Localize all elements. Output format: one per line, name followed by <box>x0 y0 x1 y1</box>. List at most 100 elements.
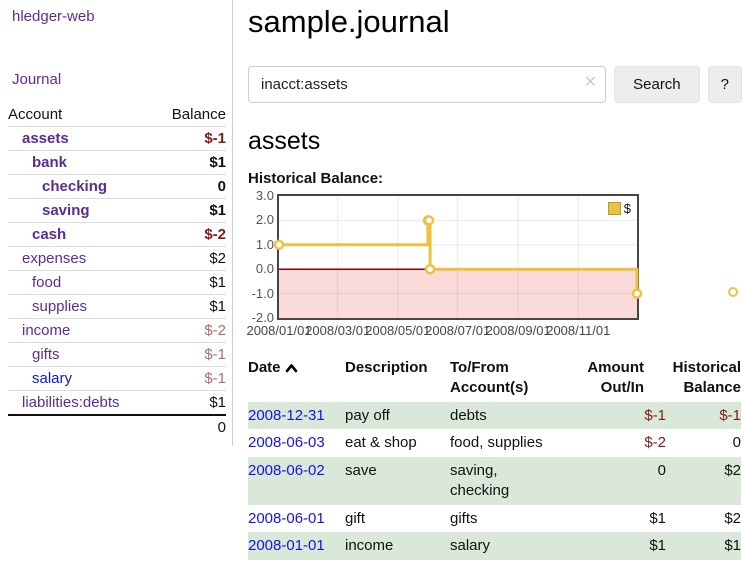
register-header-accounts: To/From Account(s) <box>450 359 529 397</box>
app-title-link[interactable]: hledger-web <box>12 8 95 25</box>
transaction-date-link[interactable]: 2008-12-31 <box>248 406 325 424</box>
account-link-saving[interactable]: saving <box>42 202 90 219</box>
chart-title: Historical Balance: <box>248 170 384 187</box>
x-axis-tick-label: 2008/11/01 <box>546 323 611 338</box>
account-link-supplies[interactable]: supplies <box>32 298 88 315</box>
account-row: income $-2 <box>8 318 226 343</box>
account-heading: assets <box>248 127 321 155</box>
account-balance: $1 <box>209 154 226 171</box>
account-row: gifts $-1 <box>8 342 226 367</box>
transaction-accounts: food, supplies <box>450 434 543 452</box>
account-link-gifts[interactable]: gifts <box>32 346 60 363</box>
account-balance: $-2 <box>204 226 226 243</box>
sidebar: hledger-web Journal Account Balance asse… <box>0 0 233 446</box>
y-axis-tick-label: 0.0 <box>255 261 274 277</box>
transaction-balance: 0 <box>732 434 741 452</box>
transaction-amount: $-2 <box>644 434 666 452</box>
y-axis-tick-label: -1.0 <box>251 285 274 301</box>
chevron-up-icon <box>285 359 298 379</box>
transaction-balance: $2 <box>724 509 741 527</box>
transaction-balance: $-1 <box>719 406 741 424</box>
transaction-amount: $-1 <box>644 406 666 424</box>
account-row: cash $-2 <box>8 222 226 247</box>
register-header-amount: Amount Out/In <box>587 359 644 397</box>
transaction-accounts: gifts <box>450 509 478 527</box>
account-balance: $1 <box>209 394 226 411</box>
transaction-row: 2008-06-02 save saving, checking 0 $2 <box>248 457 741 505</box>
account-row: food $1 <box>8 270 226 295</box>
account-balance: $-1 <box>204 370 226 387</box>
account-link-bank[interactable]: bank <box>32 154 68 171</box>
x-axis-tick-label: 2008/07/01 <box>425 323 491 338</box>
transaction-row: 2008-01-01 income salary $1 $1 <box>248 532 741 561</box>
account-link-income[interactable]: income <box>22 322 71 339</box>
account-link-cash[interactable]: cash <box>32 226 67 243</box>
stray-point-marker <box>728 286 738 297</box>
search-form: ✕ Search ? <box>248 66 742 103</box>
account-link-food[interactable]: food <box>32 274 62 291</box>
sidebar-item-journal[interactable]: Journal <box>12 71 62 88</box>
account-balance: 0 <box>217 178 226 195</box>
x-axis-tick-label: 2008/01/01 <box>246 323 312 338</box>
transaction-row: 2008-12-31 pay off debts $-1 $-1 <box>248 401 741 430</box>
transaction-amount: $1 <box>649 509 666 527</box>
balance-column-header: Balance <box>171 106 226 123</box>
historical-balance-chart: $ 3.0 2.0 1.0 0.0 -1.0 -2.0 2008/01/01 2008/03/… <box>246 188 742 340</box>
chart-plot-area[interactable]: $ <box>273 194 643 320</box>
account-link-checking[interactable]: checking <box>42 178 108 195</box>
accounts-column-header: Account <box>8 106 63 123</box>
account-row: bank $1 <box>8 150 226 175</box>
transaction-accounts: salary <box>450 537 491 555</box>
account-balance: $-1 <box>204 346 226 363</box>
transaction-balance: $2 <box>724 462 741 480</box>
transaction-description: gift <box>345 509 366 527</box>
main-content: sample.journal ✕ Search ? assets Histori… <box>246 0 742 561</box>
account-row: supplies $1 <box>8 294 226 319</box>
transaction-date-link[interactable]: 2008-06-01 <box>248 509 325 527</box>
account-balance: $1 <box>209 202 226 219</box>
transaction-amount: $1 <box>649 537 666 555</box>
x-axis-tick-label: 2008/05/01 <box>365 323 431 338</box>
account-link-assets[interactable]: assets <box>22 130 69 147</box>
account-balance: $-2 <box>204 322 226 339</box>
legend-label: $ <box>623 201 631 216</box>
transaction-date-link[interactable]: 2008-06-02 <box>248 462 325 480</box>
y-axis-tick-label: 3.0 <box>255 188 274 203</box>
register-header-balance: Historical Balance <box>672 359 741 397</box>
account-row: salary $-1 <box>8 366 226 391</box>
account-balance: $2 <box>209 250 226 267</box>
transaction-description: eat & shop <box>345 434 417 452</box>
chart-canvas <box>273 196 643 318</box>
help-button[interactable]: ? <box>707 66 742 103</box>
account-row: saving $1 <box>8 198 226 223</box>
transaction-accounts: debts <box>450 406 487 424</box>
account-row: liabilities:debts $1 <box>8 390 226 416</box>
transaction-description: save <box>345 462 377 480</box>
account-row: assets $-1 <box>8 126 226 151</box>
x-axis-tick-label: 2008/09/01 <box>485 323 551 338</box>
register-table: Date Description To/From Account(s) Amou… <box>248 355 741 561</box>
x-axis-tick-label: 2008/03/01 <box>305 323 371 338</box>
clear-search-icon[interactable]: ✕ <box>583 74 598 91</box>
accounts-total: 0 <box>217 419 226 436</box>
search-input[interactable] <box>248 66 607 103</box>
account-balance: $1 <box>209 298 226 315</box>
transaction-description: income <box>345 537 394 555</box>
register-header-date[interactable]: Date <box>248 355 345 402</box>
account-link-liabilities-debts[interactable]: liabilities:debts <box>22 394 120 411</box>
transaction-amount: 0 <box>657 462 666 480</box>
register-header-description: Description <box>345 359 428 376</box>
account-row: checking 0 <box>8 174 226 199</box>
account-link-salary[interactable]: salary <box>32 370 73 387</box>
legend-swatch-icon <box>607 202 621 215</box>
accounts-table: Account Balance assets $-1 bank $1 checking 0… <box>8 103 226 439</box>
chart-legend: $ <box>607 201 631 216</box>
search-button[interactable]: Search <box>614 66 700 103</box>
transaction-date-link[interactable]: 2008-06-03 <box>248 434 325 452</box>
page-title: sample.journal <box>248 4 450 39</box>
account-balance: $1 <box>209 274 226 291</box>
transaction-date-link[interactable]: 2008-01-01 <box>248 537 325 555</box>
account-link-expenses[interactable]: expenses <box>22 250 87 267</box>
transaction-row: 2008-06-01 gift gifts $1 $2 <box>248 505 741 533</box>
transaction-accounts: saving, checking <box>450 462 510 499</box>
